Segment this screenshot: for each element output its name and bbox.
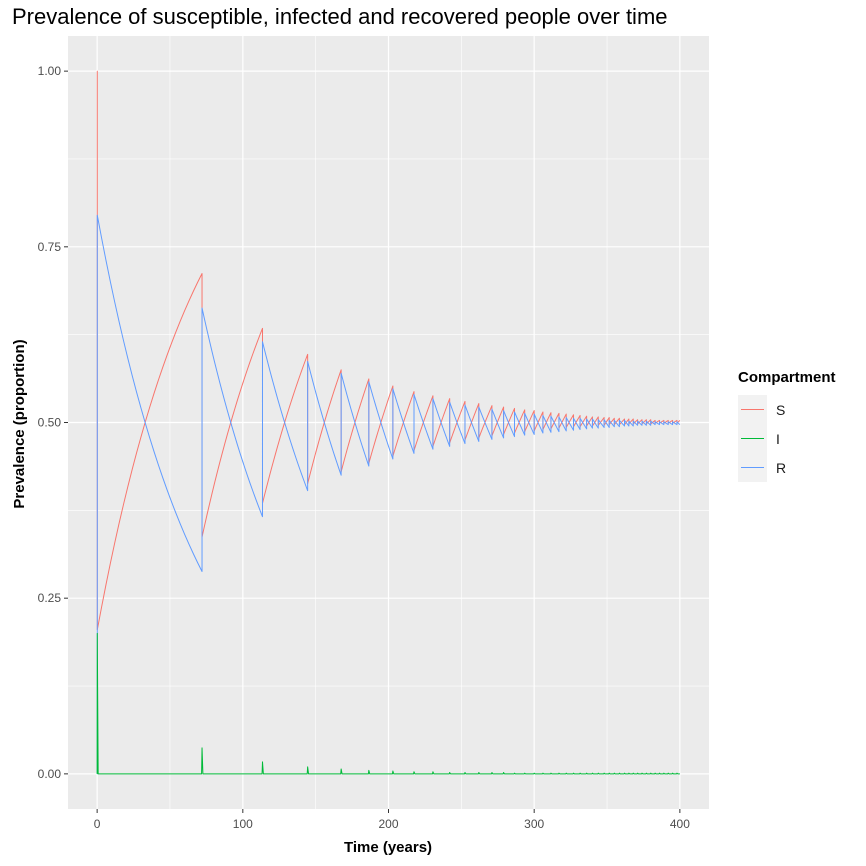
axes: 0 100 200 300 400 0.00 0.25 0.50 0.75 1.00 [38, 64, 691, 831]
y-tick-label: 0.00 [38, 767, 62, 781]
x-axis-title: Time (years) [344, 839, 432, 856]
legend-label-S: S [776, 402, 785, 418]
y-axis-title: Prevalence (proportion) [11, 339, 28, 508]
y-tick-label: 0.25 [38, 591, 62, 605]
x-tick-label: 200 [378, 817, 398, 831]
series-lines [96, 70, 681, 775]
chart-title: Prevalence of susceptible, infected and … [12, 4, 668, 29]
x-tick-label: 300 [524, 817, 544, 831]
y-tick-label: 0.75 [38, 240, 62, 254]
series-S-line [96, 70, 681, 631]
legend-label-I: I [776, 431, 780, 447]
legend-title: Compartment [738, 369, 836, 386]
series-R-line [96, 214, 681, 775]
y-tick-label: 1.00 [38, 64, 62, 78]
x-tick-label: 0 [94, 817, 101, 831]
x-tick-label: 100 [233, 817, 253, 831]
y-tick-label: 0.50 [38, 416, 62, 430]
x-tick-label: 400 [670, 817, 690, 831]
legend-label-R: R [776, 460, 786, 476]
legend: Compartment SIR [738, 369, 836, 482]
series-I-line [96, 632, 680, 775]
